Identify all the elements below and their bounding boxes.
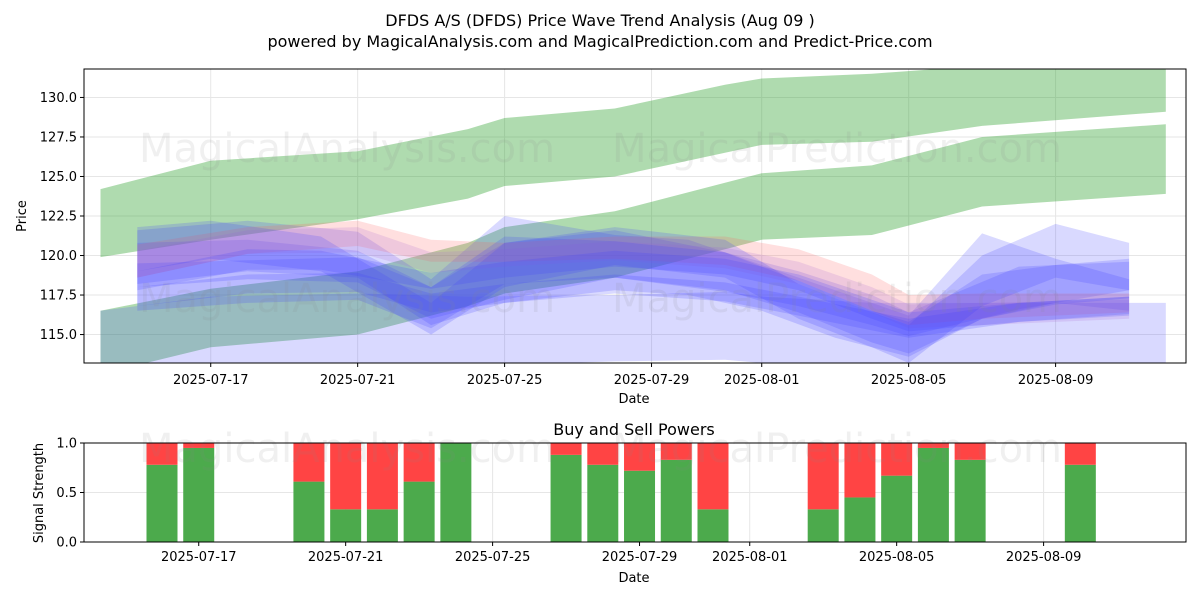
wave-band-blue <box>100 291 1166 363</box>
chart-subtitle: powered by MagicalAnalysis.com and Magic… <box>267 32 932 51</box>
buy-bar <box>844 497 876 542</box>
sell-bar <box>330 443 362 510</box>
watermark-analysis-bottom: MagicalAnalysis.com <box>139 426 555 472</box>
price-x-tick-label: 2025-07-29 <box>614 373 690 388</box>
sell-bar <box>366 443 398 510</box>
buy-bar <box>550 454 582 542</box>
watermark-prediction-top: MagicalPrediction.com <box>612 126 1062 172</box>
price-y-tick-label: 115.0 <box>40 328 77 343</box>
wave-band-green <box>100 124 1166 363</box>
signal-x-tick-label: 2025-08-01 <box>712 550 788 565</box>
wave-band-blue <box>137 272 1130 338</box>
chart-title: DFDS A/S (DFDS) Price Wave Trend Analysi… <box>385 11 815 30</box>
price-y-tick-label: 120.0 <box>40 249 77 264</box>
wave-band-purple <box>137 227 1130 329</box>
price-y-tick-label: 122.5 <box>40 210 77 225</box>
buy-bar <box>697 509 729 542</box>
price-y-tick-label: 130.0 <box>40 91 77 106</box>
wave-band-red <box>137 220 1130 326</box>
price-y-tick-label: 127.5 <box>40 130 77 145</box>
wave-band-blue <box>137 249 1130 332</box>
sell-bar <box>1064 443 1096 465</box>
buy-bar <box>1064 464 1096 542</box>
signal-x-tick-label: 2025-07-21 <box>308 550 384 565</box>
buy-bar <box>807 509 839 542</box>
sell-bar <box>844 443 876 498</box>
price-x-tick-label: 2025-07-25 <box>467 373 543 388</box>
wave-band-green <box>100 69 1166 258</box>
buy-bar <box>917 447 949 542</box>
sell-bar <box>917 443 949 448</box>
sell-bar <box>954 443 986 460</box>
sell-bar <box>293 443 325 482</box>
buy-bar <box>183 447 215 542</box>
signal-x-tick-label: 2025-08-09 <box>1006 550 1082 565</box>
signal-x-tick-label: 2025-07-29 <box>602 550 678 565</box>
price-chart-bands <box>100 69 1166 363</box>
sell-bar <box>587 443 619 465</box>
watermark-prediction-mid: MagicalPrediction.com <box>612 276 1062 322</box>
signal-chart-title: Buy and Sell Powers <box>553 420 715 439</box>
sell-bar <box>881 443 913 476</box>
price-xlabel: Date <box>618 392 649 407</box>
price-x-tick-label: 2025-08-01 <box>724 373 800 388</box>
sell-bar <box>807 443 839 510</box>
buy-bar <box>624 470 656 542</box>
wave-band-blue <box>137 216 1130 357</box>
watermark-analysis-top: MagicalAnalysis.com <box>139 126 555 172</box>
signal-ylabel: Signal Strength <box>32 443 47 543</box>
price-y-tick-label: 125.0 <box>40 170 77 185</box>
wave-band-blue <box>137 230 1130 337</box>
price-chart-grid <box>84 69 1186 363</box>
signal-x-tick-label: 2025-07-17 <box>161 550 237 565</box>
price-x-tick-label: 2025-07-21 <box>320 373 396 388</box>
price-chart-axes: 2025-07-17 2025-07-21 2025-07-25 2025-07-29… <box>40 91 1094 388</box>
sell-bar <box>697 443 729 510</box>
signal-x-tick-label: 2025-07-25 <box>455 550 531 565</box>
wave-band-blue <box>137 236 1130 354</box>
buy-bar <box>660 459 692 542</box>
buy-bar <box>146 464 178 542</box>
price-ylabel: Price <box>15 200 30 232</box>
sell-bar <box>624 443 656 471</box>
watermark-analysis-mid: MagicalAnalysis.com <box>139 276 555 322</box>
sell-bar <box>403 443 435 482</box>
buy-bar <box>440 443 472 542</box>
buy-bar <box>881 475 913 542</box>
signal-y-tick-label: 1.0 <box>56 437 77 452</box>
watermark-prediction-bottom: MagicalPrediction.com <box>612 426 1062 472</box>
signal-chart-axes: 2025-07-17 2025-07-21 2025-07-25 2025-07-29… <box>56 437 1081 566</box>
price-x-tick-label: 2025-08-09 <box>1018 373 1094 388</box>
price-y-tick-label: 117.5 <box>40 289 77 304</box>
sell-bar <box>660 443 692 460</box>
signal-y-tick-label: 0.5 <box>56 486 77 501</box>
buy-bar <box>293 481 325 542</box>
buy-bar <box>403 481 435 542</box>
price-x-tick-label: 2025-08-05 <box>871 373 947 388</box>
signal-x-tick-label: 2025-08-05 <box>859 550 935 565</box>
buy-bar <box>954 459 986 542</box>
wave-band-blue <box>137 220 1130 363</box>
buy-bar <box>366 509 398 542</box>
buy-bar <box>330 509 362 542</box>
buy-bar <box>587 464 619 542</box>
signal-xlabel: Date <box>618 571 649 586</box>
signal-chart-bars <box>146 443 1096 542</box>
sell-bar <box>146 443 178 465</box>
signal-y-tick-label: 0.0 <box>56 536 77 551</box>
sell-bar <box>183 443 215 448</box>
price-x-tick-label: 2025-07-17 <box>173 373 249 388</box>
sell-bar <box>550 443 582 455</box>
